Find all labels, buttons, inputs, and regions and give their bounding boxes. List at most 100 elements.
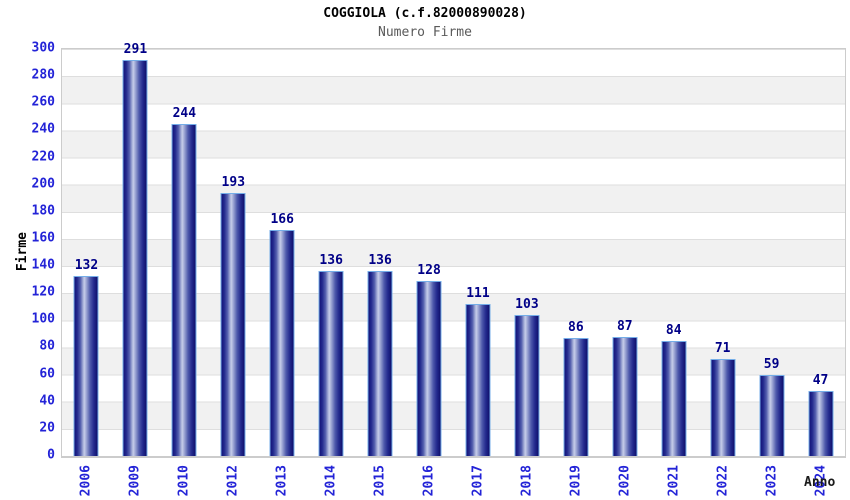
bar-value-label: 47 — [812, 373, 829, 389]
bar — [808, 391, 834, 456]
bar — [612, 336, 638, 456]
bar-slot: 87 2020 — [600, 49, 649, 496]
x-tick-label-wrap: 2012 — [226, 465, 241, 496]
y-axis-ticks: 0 20 40 60 80 100 120 140 160 180 200 220 240 260 280 3… — [0, 42, 55, 462]
bar-value-label: 291 — [123, 42, 148, 58]
y-tick-label: 100 — [31, 311, 55, 327]
x-tick-label: 2021 — [666, 465, 682, 497]
bar-value-label: 166 — [270, 211, 294, 227]
bar-slot: 136 2015 — [356, 49, 405, 496]
x-tick-label-wrap: 2015 — [373, 465, 388, 496]
y-tick-label: 40 — [39, 393, 55, 409]
x-tick-label-wrap: 2020 — [617, 465, 632, 496]
bar-value-label: 103 — [515, 297, 539, 313]
bar-slot: 291 2009 — [111, 43, 160, 496]
chart-subtitle: Numero Firme — [378, 25, 472, 40]
x-tick-label-wrap: 2022 — [715, 465, 730, 496]
x-tick-label-wrap: 2016 — [422, 465, 437, 496]
bar — [759, 374, 785, 456]
y-tick-label: 160 — [31, 230, 55, 246]
y-tick-label: 20 — [39, 420, 55, 436]
x-tick-label-wrap: 2017 — [470, 465, 485, 496]
x-tick-label: 2014 — [323, 465, 339, 497]
x-tick-label: 2013 — [274, 465, 290, 497]
x-tick-label-wrap: 2014 — [324, 465, 339, 496]
bar — [563, 338, 589, 456]
bar — [465, 304, 491, 456]
bar-value-label: 193 — [221, 175, 246, 191]
bar — [416, 281, 442, 456]
bar-slot: 244 2010 — [160, 49, 209, 496]
y-tick-label: 180 — [31, 203, 55, 219]
chart-title: COGGIOLA (c.f.82000890028) — [323, 6, 527, 21]
x-tick-label-wrap: 2021 — [666, 465, 681, 496]
plot-area: 132 2006 291 2009 244 2010 193 2012 166 2013 136 20… — [61, 43, 846, 496]
bar-value-label: 84 — [665, 323, 682, 339]
bar-value-label: 59 — [763, 356, 780, 372]
bar — [661, 341, 687, 456]
bar-value-label: 244 — [172, 105, 197, 121]
bar-slot: 132 2006 — [62, 49, 111, 496]
bar-slot: 128 2016 — [405, 49, 454, 496]
x-tick-label-wrap: 2023 — [764, 465, 779, 496]
bar-slot: 59 2023 — [747, 49, 796, 496]
bar-slot: 84 2021 — [649, 49, 698, 496]
bar — [269, 229, 295, 456]
bar — [318, 270, 344, 456]
bar-slot: 103 2018 — [502, 49, 551, 496]
x-tick-label-wrap: 2013 — [275, 465, 290, 496]
bar — [710, 358, 736, 456]
x-tick-label: 2023 — [764, 465, 780, 497]
x-tick-label: 2009 — [127, 465, 143, 497]
y-tick-label: 260 — [31, 94, 55, 110]
bar — [171, 123, 197, 456]
y-tick-label: 120 — [31, 284, 55, 300]
x-tick-label: 2006 — [78, 465, 94, 497]
bar-slot: 47 2024 — [796, 49, 845, 496]
x-tick-label-wrap: 2006 — [79, 465, 94, 496]
y-tick-label: 220 — [31, 149, 55, 165]
bar-slot: 111 2017 — [454, 49, 503, 496]
bar — [122, 60, 148, 456]
bar — [73, 275, 99, 456]
x-tick-label: 2015 — [372, 465, 388, 497]
bar-value-label: 71 — [714, 340, 731, 356]
bar-value-label: 132 — [74, 257, 99, 273]
bar — [514, 315, 540, 456]
x-tick-label-wrap: 2010 — [177, 465, 192, 496]
y-tick-label: 280 — [31, 67, 55, 83]
x-tick-label: 2019 — [568, 465, 584, 497]
x-tick-label: 2020 — [617, 465, 633, 497]
x-tick-label-wrap: 2019 — [568, 465, 583, 496]
y-tick-label: 200 — [31, 176, 55, 192]
x-tick-label: 2018 — [519, 465, 535, 497]
bar-slot: 166 2013 — [258, 49, 307, 496]
x-tick-label: 2017 — [470, 465, 486, 497]
x-tick-label-wrap: 2009 — [128, 465, 143, 496]
x-tick-label: 2022 — [715, 465, 731, 497]
bar — [367, 270, 393, 456]
y-tick-label: 0 — [47, 447, 55, 463]
x-tick-label: 2010 — [176, 465, 192, 497]
x-tick-label: 2012 — [225, 465, 241, 497]
bar-value-label: 136 — [319, 252, 343, 268]
bar-slot: 86 2019 — [551, 49, 600, 496]
bar — [220, 193, 246, 456]
x-axis-title: Anno — [804, 475, 836, 490]
bar-value-label: 86 — [568, 320, 584, 336]
bar-slot: 193 2012 — [209, 49, 258, 496]
bar-value-label: 136 — [368, 252, 392, 268]
y-tick-label: 60 — [39, 366, 55, 382]
y-tick-label: 80 — [39, 338, 55, 354]
x-tick-label: 2016 — [421, 465, 437, 497]
y-tick-label: 140 — [31, 257, 55, 273]
y-tick-label: 240 — [31, 121, 55, 137]
bar-value-label: 87 — [616, 318, 633, 334]
x-tick-label-wrap: 2018 — [519, 465, 534, 496]
bar-value-label: 128 — [417, 263, 441, 279]
bar-value-label: 111 — [466, 286, 490, 302]
bar-slot: 71 2022 — [698, 49, 747, 496]
bar-slot: 136 2014 — [307, 49, 356, 496]
y-tick-label: 300 — [31, 40, 55, 56]
